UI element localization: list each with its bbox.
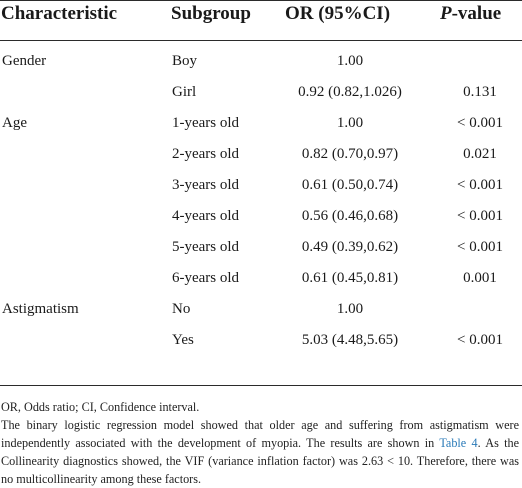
abbreviations-note: OR, Odds ratio; CI, Confidence interval.: [1, 400, 200, 414]
cell-subgroup: 5-years old: [172, 239, 240, 255]
cell-p-value: < 0.001: [457, 208, 503, 224]
cell-subgroup: 4-years old: [172, 208, 240, 224]
table-row: Gender Boy 1.00: [0, 47, 522, 75]
table-row: Yes 5.03 (4.48,5.65) < 0.001: [0, 326, 522, 354]
header-p-value: P-value: [440, 2, 501, 26]
cell-p-value: < 0.001: [457, 239, 503, 255]
cell-or: 0.92 (0.82,1.026): [298, 84, 402, 100]
header-subgroup: Subgroup: [171, 3, 251, 24]
header-characteristic: Characteristic: [1, 3, 118, 24]
cell-subgroup: Girl: [172, 84, 197, 100]
cell-or: 0.49 (0.39,0.62): [301, 239, 399, 255]
table-row: 3-years old 0.61 (0.50,0.74) < 0.001: [0, 171, 522, 199]
cell-or: 0.56 (0.46,0.68): [301, 208, 399, 224]
cell-subgroup: 2-years old: [172, 146, 240, 162]
cell-or: 0.61 (0.45,0.81): [301, 270, 399, 286]
table-row: Girl 0.92 (0.82,1.026) 0.131: [0, 78, 522, 106]
cell-subgroup: Boy: [172, 53, 198, 69]
cell-subgroup: 1-years old: [172, 115, 240, 131]
cell-subgroup: 6-years old: [172, 270, 240, 286]
cell-characteristic: Gender: [2, 53, 47, 69]
table-row: Age 1-years old 1.00 < 0.001: [0, 109, 522, 137]
table-footnote: OR, Odds ratio; CI, Confidence interval.…: [1, 398, 519, 488]
table-top-rule: [0, 0, 522, 1]
table-4-link[interactable]: Table 4: [439, 436, 478, 450]
table-row: 2-years old 0.82 (0.70,0.97) 0.021: [0, 140, 522, 168]
table-row: 6-years old 0.61 (0.45,0.81) 0.001: [0, 264, 522, 292]
table-row: Astigmatism No 1.00: [0, 295, 522, 323]
header-or: OR (95%CI): [285, 3, 391, 24]
cell-p-value: 0.021: [463, 146, 497, 162]
cell-or: 0.82 (0.70,0.97): [301, 146, 399, 162]
table-bottom-rule: [0, 385, 522, 386]
cell-or: 1.00: [336, 301, 364, 317]
cell-or: 5.03 (4.48,5.65): [301, 332, 399, 348]
table-row: 4-years old 0.56 (0.46,0.68) < 0.001: [0, 202, 522, 230]
cell-subgroup: Yes: [172, 332, 194, 348]
header-p-suffix: -value: [451, 3, 502, 24]
table-row: 5-years old 0.49 (0.39,0.62) < 0.001: [0, 233, 522, 261]
header-p-letter: P: [440, 3, 452, 24]
cell-p-value: < 0.001: [457, 115, 503, 131]
results-paragraph: The binary logistic regression model sho…: [1, 416, 519, 488]
cell-or: 0.61 (0.50,0.74): [301, 177, 399, 193]
cell-p-value: < 0.001: [457, 332, 503, 348]
cell-or: 1.00: [336, 115, 364, 131]
cell-p-value: < 0.001: [457, 177, 503, 193]
cell-p-value: 0.131: [463, 84, 497, 100]
cell-subgroup: 3-years old: [172, 177, 240, 193]
cell-characteristic: Age: [2, 115, 27, 131]
cell-characteristic: Astigmatism: [2, 301, 79, 317]
cell-or: 1.00: [336, 53, 364, 69]
table-header-rule: [0, 40, 522, 41]
cell-subgroup: No: [172, 301, 191, 317]
cell-p-value: 0.001: [463, 270, 497, 286]
